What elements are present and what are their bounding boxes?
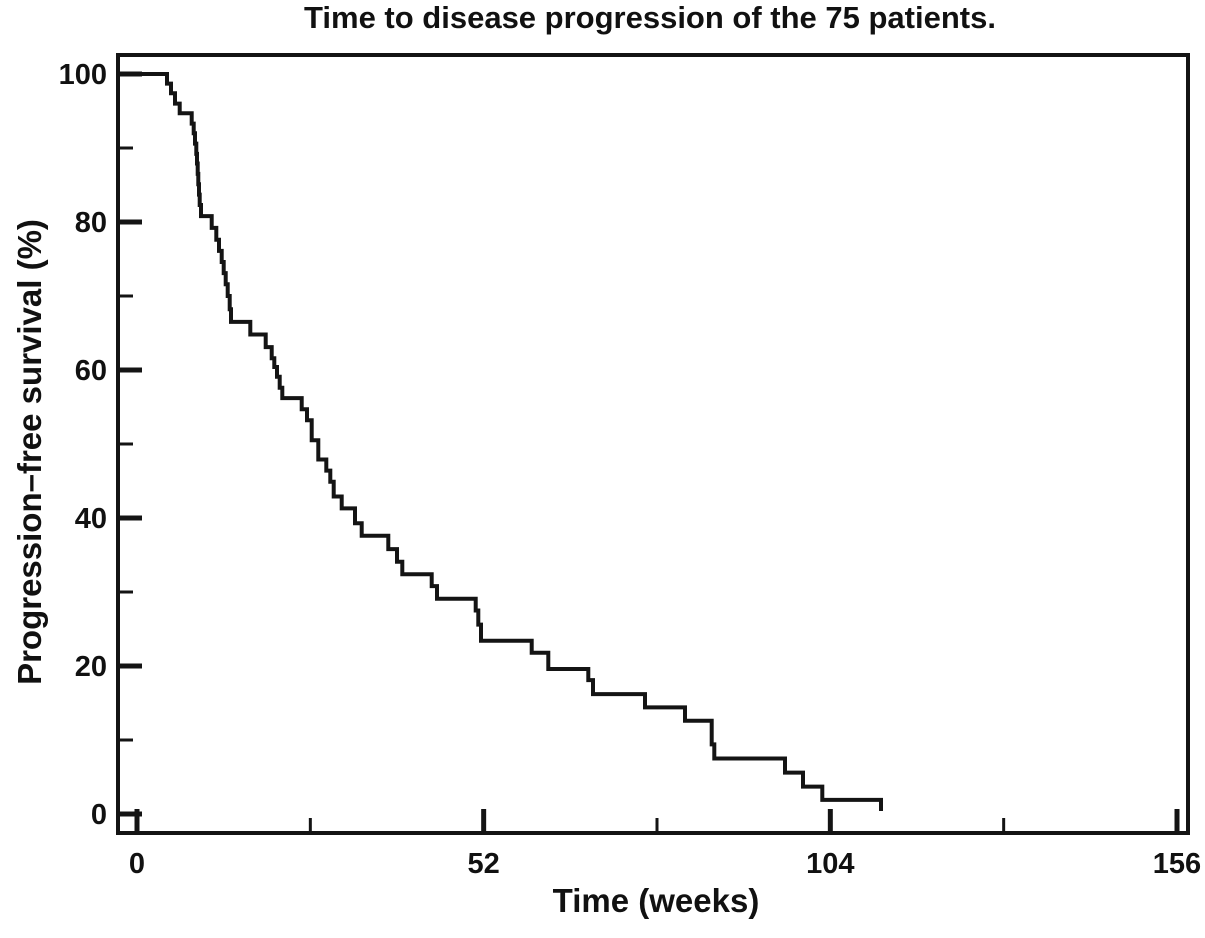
y-tick-label: 0 bbox=[91, 799, 107, 831]
x-tick-label: 52 bbox=[468, 848, 500, 880]
x-tick-label: 104 bbox=[806, 848, 854, 880]
x-tick-label: 156 bbox=[1153, 848, 1201, 880]
x-tick-label: 0 bbox=[129, 848, 145, 880]
y-tick-label: 80 bbox=[75, 207, 107, 239]
x-axis-label: Time (weeks) bbox=[552, 882, 760, 919]
chart-title: Time to disease progression of the 75 pa… bbox=[304, 0, 996, 35]
y-tick-label: 40 bbox=[75, 503, 107, 535]
y-tick-label: 60 bbox=[75, 355, 107, 387]
survival-step-curve bbox=[118, 72, 883, 811]
y-tick-label: 100 bbox=[59, 59, 107, 91]
plot-border bbox=[116, 53, 1190, 835]
y-tick-label: 20 bbox=[75, 651, 107, 683]
